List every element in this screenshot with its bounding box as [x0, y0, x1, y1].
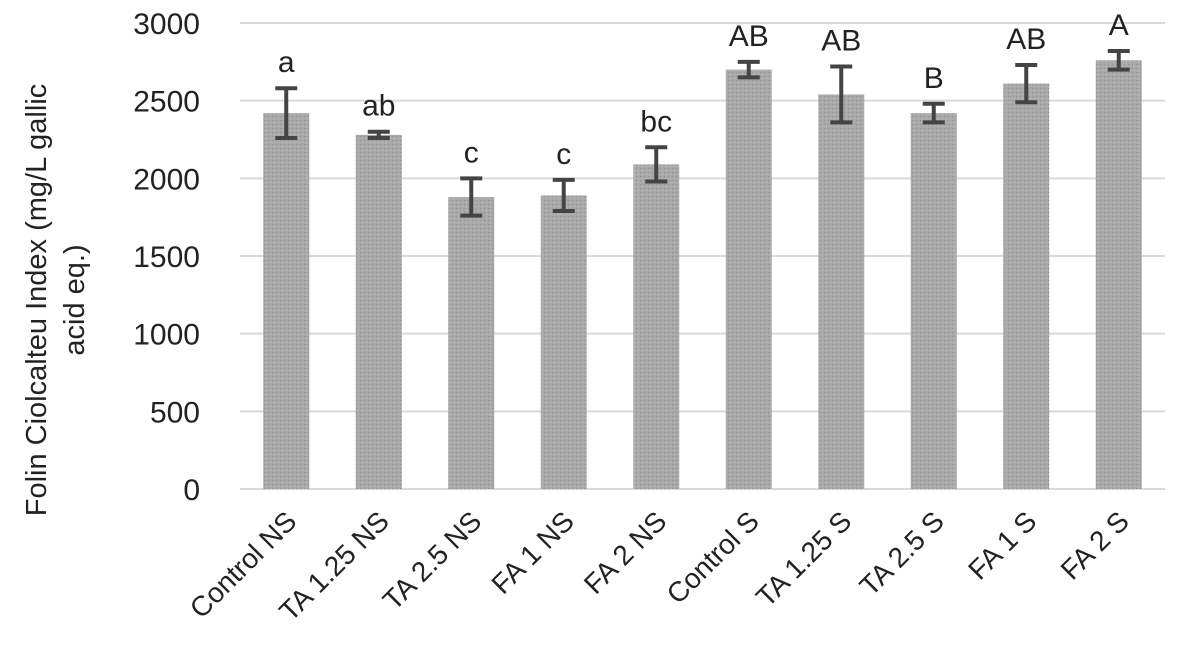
bar	[448, 196, 495, 489]
significance-letter: AB	[729, 20, 769, 53]
error-bar	[1107, 48, 1130, 72]
bar	[633, 164, 680, 489]
error-bar	[1015, 62, 1038, 105]
x-category-label: FA 2 S	[1055, 505, 1135, 585]
significance-letter: ab	[362, 90, 395, 123]
error-bar	[367, 129, 390, 140]
error-bar	[460, 176, 483, 218]
significance-letter: c	[464, 136, 479, 169]
bar	[1095, 60, 1142, 489]
error-bar	[275, 86, 298, 140]
x-category-label: TA 2.5 NS	[377, 505, 488, 616]
y-axis-title-line-1: Folin Ciolcalteu Index (mg/L gallic	[21, 84, 53, 517]
y-axis-title: Folin Ciolcalteu Index (mg/L gallic acid…	[21, 84, 91, 517]
x-category-label: TA 2.5 S	[854, 505, 950, 601]
significance-labels: a ab c c bc AB AB B AB A	[278, 9, 1129, 171]
y-tick-label: 1500	[133, 241, 200, 274]
error-bar	[830, 64, 853, 125]
significance-letter: B	[924, 62, 944, 95]
error-bar	[552, 177, 575, 213]
x-category-label: Control S	[661, 505, 765, 609]
bar	[540, 195, 587, 490]
y-tick-label: 1000	[133, 319, 200, 352]
significance-letter: AB	[1006, 23, 1046, 56]
y-tick-label: 3000	[133, 8, 200, 41]
bar	[355, 134, 402, 489]
x-category-label: FA 1 S	[962, 505, 1042, 585]
x-category-label: FA 2 NS	[578, 505, 673, 600]
y-tick-label: 2500	[133, 86, 200, 119]
bars	[263, 60, 1142, 490]
y-tick-labels: 0 500 1000 1500 2000 2500 3000	[133, 8, 200, 507]
error-bar	[645, 145, 668, 184]
y-tick-label: 500	[150, 396, 200, 429]
bar	[1003, 83, 1050, 489]
significance-letter: A	[1109, 9, 1129, 42]
y-axis-title-line-2: acid eq.)	[59, 244, 91, 355]
significance-letter: a	[278, 46, 295, 79]
error-bar	[922, 101, 945, 125]
bar	[818, 94, 865, 489]
x-category-label: FA 1 NS	[485, 505, 580, 600]
bar	[910, 113, 957, 490]
significance-letter: bc	[640, 105, 672, 138]
y-tick-label: 0	[183, 474, 200, 507]
error-bar	[737, 59, 760, 80]
bar	[263, 113, 310, 490]
y-tick-label: 2000	[133, 163, 200, 196]
bar	[725, 69, 772, 489]
significance-letter: c	[556, 138, 571, 171]
significance-letter: AB	[821, 24, 861, 57]
error-bars	[275, 48, 1130, 218]
x-category-label: TA 1.25 S	[750, 505, 857, 612]
